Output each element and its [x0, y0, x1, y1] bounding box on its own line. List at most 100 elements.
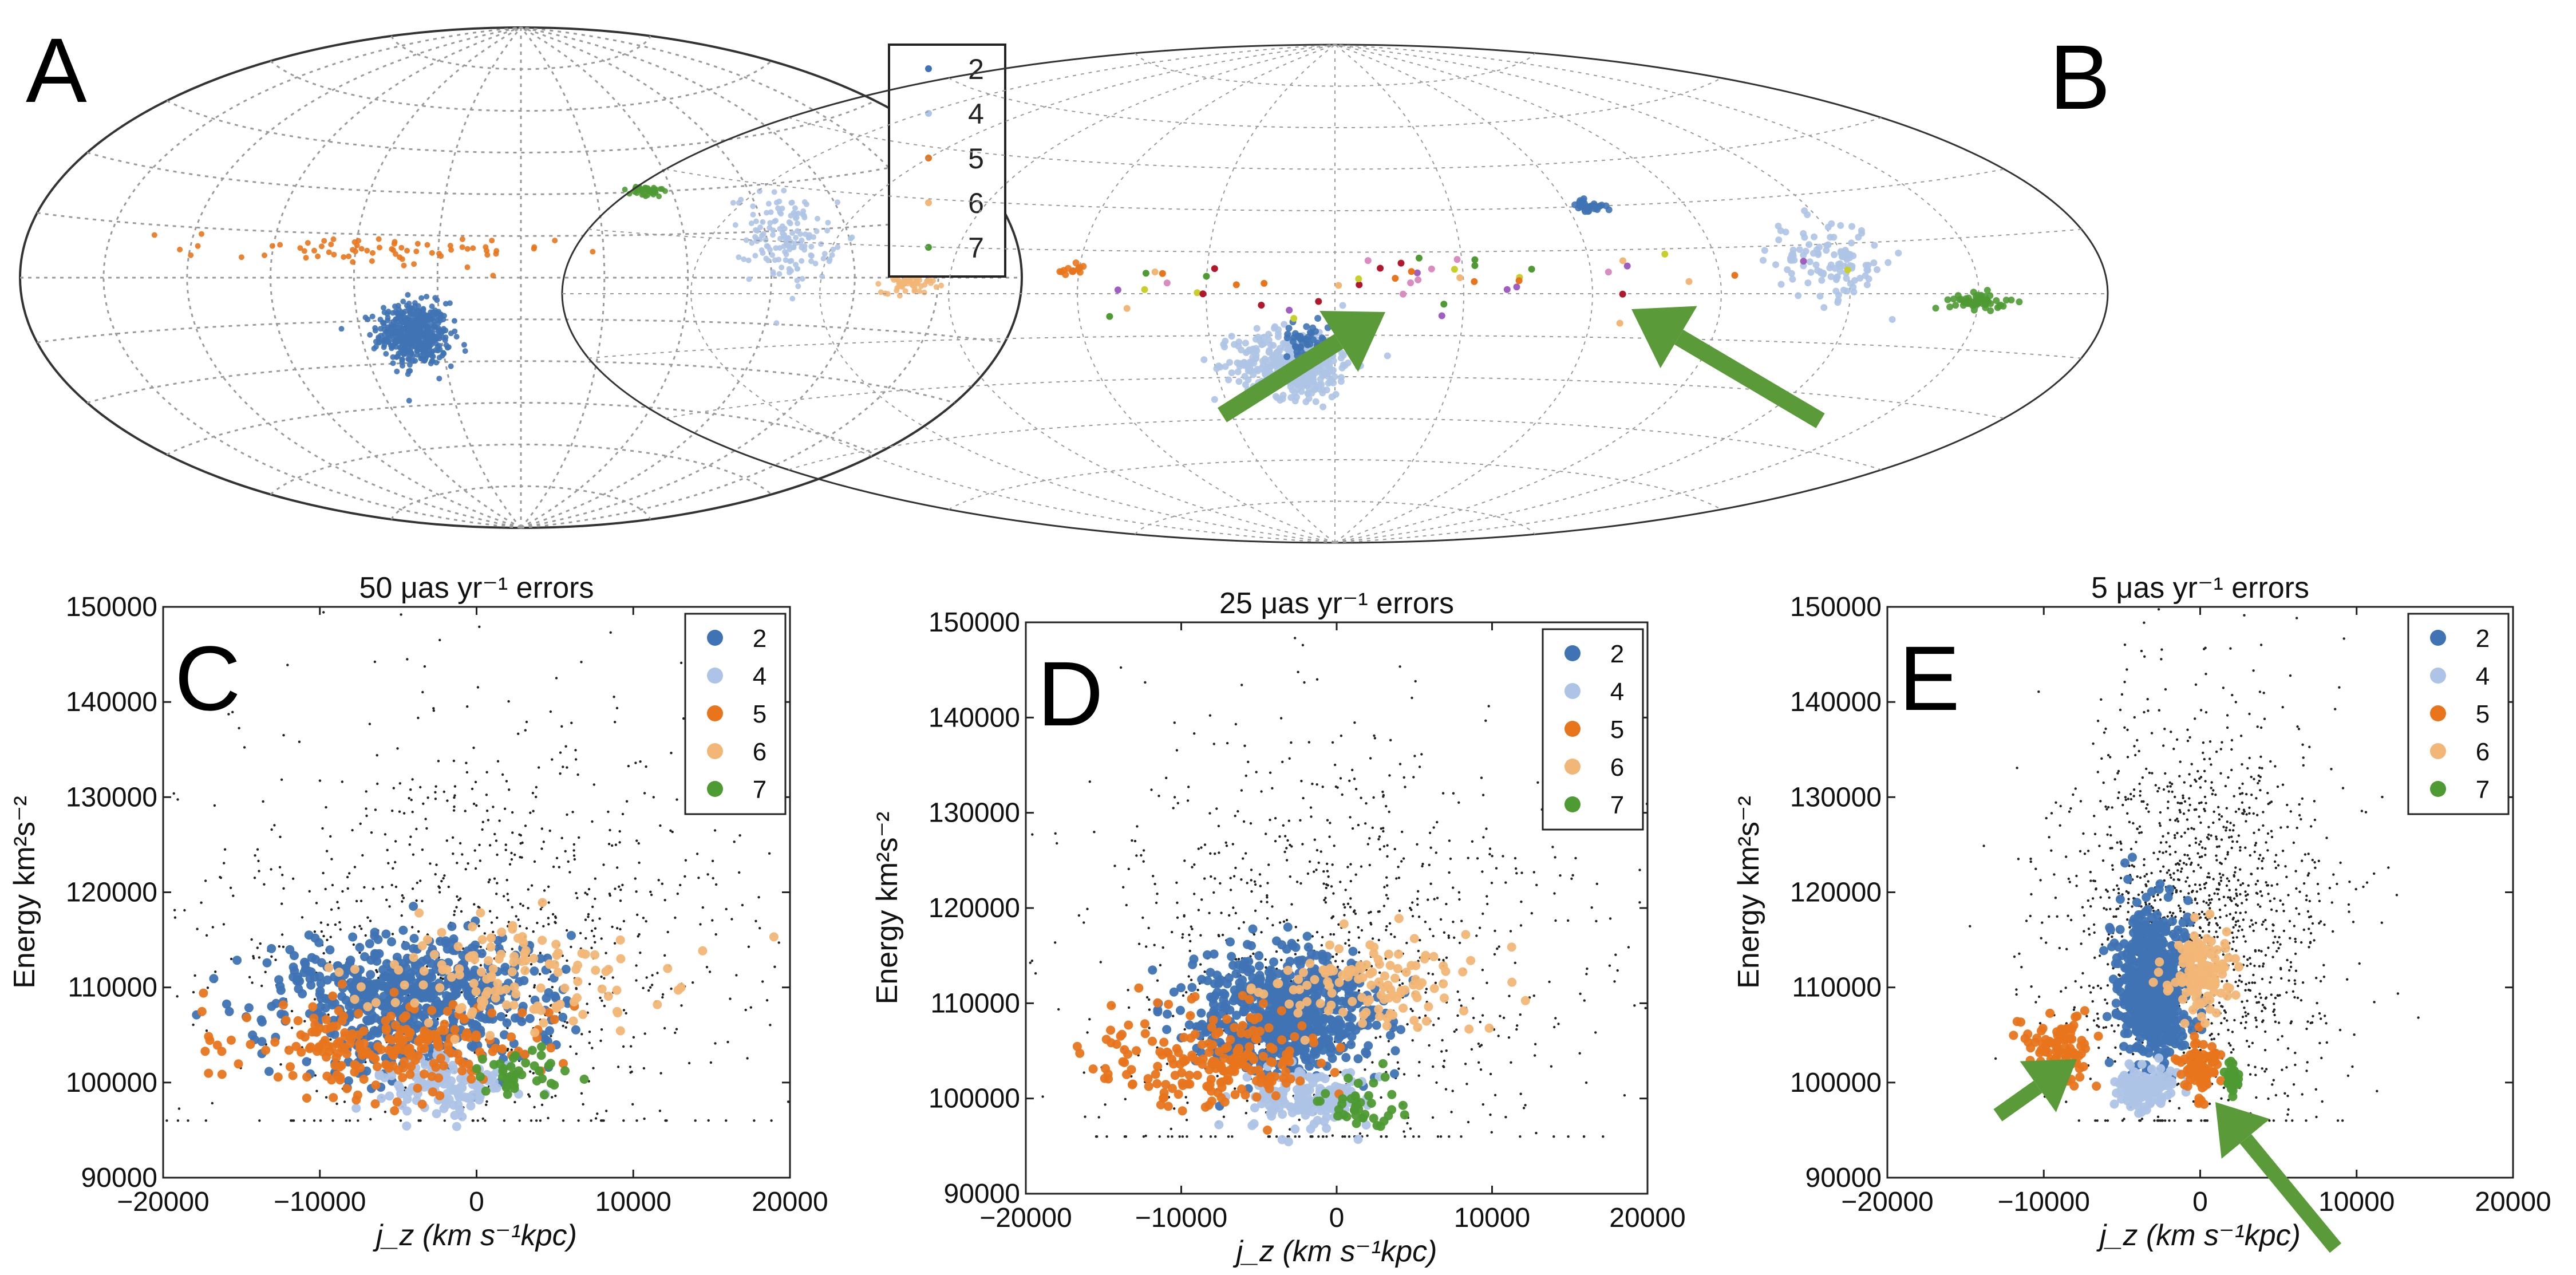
- background-point: [1520, 901, 1522, 903]
- background-point: [270, 956, 272, 958]
- background-point: [661, 883, 663, 885]
- background-point: [519, 842, 521, 844]
- background-point: [279, 836, 281, 838]
- background-point: [1617, 969, 1619, 972]
- background-point: [398, 811, 401, 813]
- background-point: [1267, 1135, 1270, 1138]
- group-2-point: [540, 1035, 550, 1044]
- background-point: [206, 934, 208, 937]
- group-4-point: [787, 219, 792, 225]
- panel-b-label: B: [2049, 26, 2111, 128]
- background-point: [1298, 1135, 1301, 1138]
- background-point: [1244, 852, 1247, 854]
- background-point: [1148, 998, 1150, 1001]
- background-point: [580, 1033, 583, 1035]
- background-point: [496, 854, 498, 856]
- group-2-point: [437, 327, 442, 333]
- stream-point: [1439, 313, 1445, 319]
- background-point: [1442, 959, 1444, 961]
- background-point: [579, 932, 582, 934]
- group-5-point: [199, 989, 208, 998]
- background-point: [274, 958, 276, 961]
- background-point: [484, 1119, 486, 1122]
- background-point: [365, 790, 368, 792]
- group-5-point: [1069, 268, 1076, 275]
- group-5-point: [406, 1062, 416, 1071]
- background-point: [230, 887, 232, 889]
- background-point: [1365, 802, 1367, 804]
- group-5-point: [341, 254, 346, 260]
- group-2-point: [419, 310, 425, 315]
- background-point: [1254, 910, 1257, 912]
- background-point: [572, 849, 575, 851]
- background-point: [1274, 840, 1277, 842]
- group-2-point: [542, 994, 551, 1003]
- group-2-point: [436, 335, 442, 341]
- background-point: [610, 631, 612, 634]
- background-point: [507, 700, 509, 702]
- group-5-point: [552, 238, 558, 243]
- background-point: [1208, 912, 1210, 914]
- background-point: [1418, 915, 1420, 918]
- background-point: [1082, 921, 1085, 923]
- stream-point: [1428, 266, 1435, 273]
- background-point: [616, 707, 618, 709]
- group-2-point: [367, 332, 373, 338]
- group-2-point: [447, 922, 456, 931]
- group-4-point: [1831, 251, 1838, 258]
- background-point: [574, 749, 576, 751]
- background-point: [1416, 843, 1418, 846]
- group-6-point: [550, 960, 559, 969]
- stream-point: [1415, 277, 1421, 283]
- background-point: [1388, 774, 1390, 776]
- stream-point: [1365, 257, 1372, 264]
- group-4-point: [1778, 281, 1785, 288]
- background-point: [387, 862, 389, 865]
- background-point: [1411, 901, 1413, 903]
- group-4-point: [1319, 373, 1326, 380]
- group-4-point: [801, 247, 807, 252]
- background-point: [517, 733, 519, 735]
- group-2-point: [244, 1003, 254, 1012]
- group-6-point: [489, 964, 498, 973]
- background-point: [1437, 1135, 1439, 1138]
- group-5-point: [289, 1071, 298, 1080]
- background-point: [697, 877, 700, 879]
- group-2-point: [1294, 333, 1301, 340]
- group-4-point: [1384, 353, 1391, 360]
- background-point: [1198, 847, 1200, 850]
- group-4-point: [1800, 252, 1807, 259]
- group-4-point: [802, 199, 808, 205]
- background-point: [1559, 874, 1561, 877]
- background-point: [539, 1119, 542, 1122]
- background-point: [575, 1053, 578, 1055]
- group-5-point: [377, 244, 382, 250]
- background-point: [321, 827, 323, 830]
- group-5-point: [333, 1039, 342, 1048]
- background-point: [1299, 882, 1302, 885]
- background-point: [594, 927, 596, 930]
- group-2-point: [408, 985, 417, 994]
- group-5-point: [347, 1029, 357, 1039]
- background-point: [635, 1119, 638, 1122]
- group-7-point: [540, 1090, 549, 1099]
- background-point: [753, 1119, 755, 1122]
- background-point: [1448, 937, 1450, 939]
- stream-point: [1844, 267, 1851, 274]
- background-point: [1056, 842, 1058, 844]
- group-2-point: [398, 926, 408, 935]
- background-point: [505, 780, 508, 782]
- background-point: [1534, 1043, 1536, 1045]
- background-point: [564, 745, 567, 748]
- background-point: [594, 941, 596, 944]
- background-point: [485, 1100, 488, 1103]
- background-point: [694, 1119, 697, 1122]
- group-4-point: [1838, 250, 1844, 256]
- background-point: [1397, 1061, 1399, 1064]
- background-point: [473, 803, 475, 805]
- group-4-point: [765, 258, 771, 263]
- background-point: [635, 964, 637, 966]
- background-point: [507, 1048, 509, 1050]
- background-point: [1443, 1060, 1445, 1062]
- stream-point: [1516, 277, 1523, 284]
